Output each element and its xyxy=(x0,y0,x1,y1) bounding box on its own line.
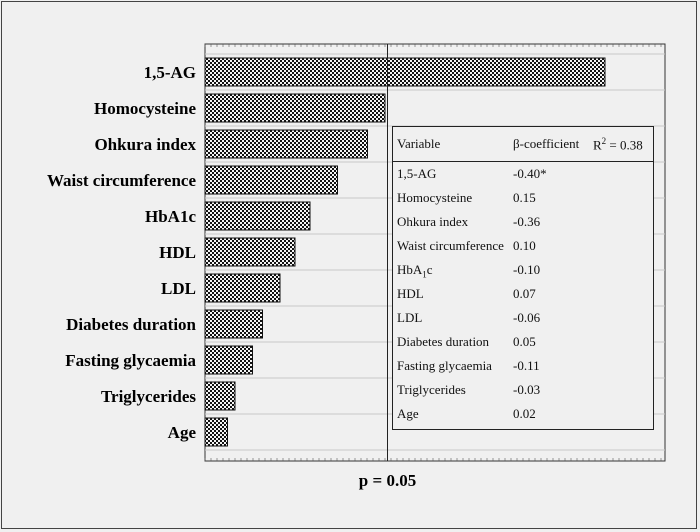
r2-prefix: R xyxy=(593,137,602,153)
bar xyxy=(204,165,338,195)
table-row: HDL 0.07 xyxy=(393,282,653,306)
row-variable-tail: c xyxy=(426,262,433,277)
table-body: 1,5-AG -0.40* Homocysteine 0.15 Ohkura index… xyxy=(393,162,653,426)
category-label: Diabetes duration xyxy=(66,315,196,334)
bar xyxy=(204,381,236,411)
table-row: Ohkura index -0.36 xyxy=(393,210,653,234)
row-variable: HbA1c xyxy=(397,262,433,280)
row-variable: Fasting glycaemia xyxy=(397,358,492,373)
table-row: Waist circumference 0.10 xyxy=(393,234,653,258)
category-label: Homocysteine xyxy=(94,99,196,118)
row-beta-value: -0.10 xyxy=(513,262,541,277)
category-label: Waist circumference xyxy=(47,171,196,190)
bar xyxy=(204,417,228,447)
table-row: Triglycerides -0.03 xyxy=(393,378,653,402)
table-row: Homocysteine 0.15 xyxy=(393,186,653,210)
row-beta-value: -0.40* xyxy=(513,166,547,181)
header-beta: β-coefficient xyxy=(513,136,580,151)
row-variable-main: HbA xyxy=(397,262,423,277)
row-variable: Waist circumference xyxy=(397,238,504,253)
row-beta-value: 0.15 xyxy=(513,190,536,205)
r2-value: = 0.38 xyxy=(606,137,643,153)
table-row: Diabetes duration 0.05 xyxy=(393,330,653,354)
row-beta-value: 0.05 xyxy=(513,334,536,349)
row-beta-value: -0.06 xyxy=(513,310,541,325)
bar xyxy=(204,93,386,123)
category-label: HbA1c xyxy=(145,207,196,226)
category-label: Ohkura index xyxy=(94,135,196,154)
row-variable-subscript: 1 xyxy=(422,269,427,280)
bar xyxy=(204,273,281,303)
row-beta-value: -0.36 xyxy=(513,214,541,229)
reference-line-label: p = 0.05 xyxy=(359,471,416,490)
table-row: Fasting glycaemia -0.11 xyxy=(393,354,653,378)
r2-superscript: 2 xyxy=(601,136,607,146)
row-beta-value: -0.03 xyxy=(513,382,541,397)
coefficient-table: Variable β-coefficient R2 = 0.38 1,5-AG -… xyxy=(392,126,654,430)
row-beta-value: -0.11 xyxy=(513,358,540,373)
category-label: Age xyxy=(168,423,197,442)
table-row: LDL -0.06 xyxy=(393,306,653,330)
table-header: Variable β-coefficient R2 = 0.38 xyxy=(393,127,653,162)
header-variable: Variable xyxy=(397,136,441,151)
table-row: 1,5-AG -0.40* xyxy=(393,162,653,186)
bar xyxy=(204,345,253,375)
row-variable: Diabetes duration xyxy=(397,334,490,349)
table-row: HbA1c -0.10 xyxy=(393,258,653,282)
row-variable: Ohkura index xyxy=(397,214,469,229)
row-variable: Homocysteine xyxy=(397,190,473,205)
category-label: Fasting glycaemia xyxy=(65,351,196,370)
category-label: Triglycerides xyxy=(101,387,196,406)
row-variable: Age xyxy=(397,406,419,421)
category-label: HDL xyxy=(159,243,196,262)
row-beta-value: 0.10 xyxy=(513,238,536,253)
row-variable: 1,5-AG xyxy=(397,166,437,181)
table-row: Age 0.02 xyxy=(393,402,653,426)
bar xyxy=(204,237,296,267)
category-label: 1,5-AG xyxy=(144,63,196,82)
row-beta-value: 0.07 xyxy=(513,286,536,301)
category-label: LDL xyxy=(161,279,196,298)
row-variable: HDL xyxy=(397,286,424,301)
bar xyxy=(204,201,311,231)
bar xyxy=(204,57,606,87)
header-r2: R2 = 0.38 xyxy=(593,136,643,153)
row-variable: Triglycerides xyxy=(397,382,466,397)
bar xyxy=(204,309,263,339)
row-variable: LDL xyxy=(397,310,423,325)
bar xyxy=(204,129,368,159)
row-beta-value: 0.02 xyxy=(513,406,536,421)
